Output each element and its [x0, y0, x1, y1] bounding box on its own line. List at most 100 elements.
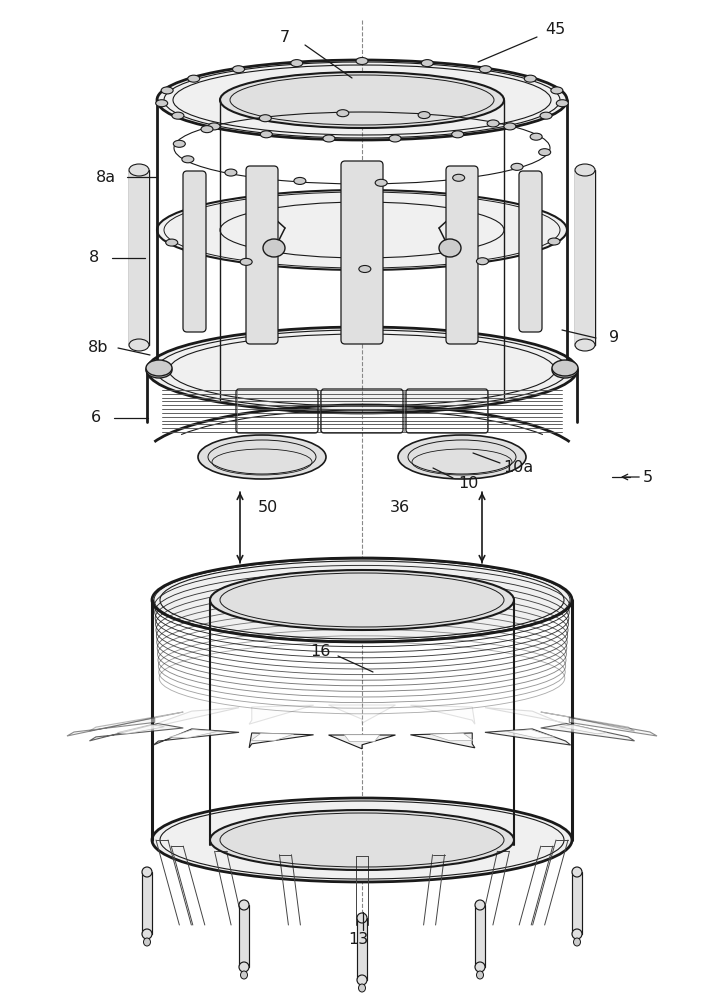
Ellipse shape [182, 156, 194, 163]
FancyBboxPatch shape [246, 166, 278, 344]
Ellipse shape [263, 239, 285, 257]
Ellipse shape [166, 239, 178, 246]
Polygon shape [559, 725, 606, 734]
Polygon shape [485, 708, 570, 727]
Ellipse shape [511, 163, 523, 170]
Text: 8b: 8b [88, 340, 108, 356]
Ellipse shape [552, 360, 578, 376]
Ellipse shape [357, 913, 367, 923]
Ellipse shape [475, 900, 485, 910]
Ellipse shape [146, 360, 172, 376]
Ellipse shape [147, 327, 577, 413]
Bar [572, 872, 582, 934]
Ellipse shape [129, 164, 149, 176]
Ellipse shape [210, 570, 514, 630]
Ellipse shape [356, 57, 368, 64]
Ellipse shape [172, 112, 184, 119]
Ellipse shape [524, 75, 536, 82]
FancyBboxPatch shape [446, 166, 478, 344]
Ellipse shape [453, 174, 464, 181]
Polygon shape [329, 705, 395, 723]
Polygon shape [410, 733, 475, 748]
Ellipse shape [575, 339, 595, 351]
FancyBboxPatch shape [519, 171, 542, 332]
Polygon shape [67, 718, 155, 736]
Ellipse shape [157, 60, 567, 140]
Ellipse shape [240, 258, 252, 265]
Ellipse shape [294, 177, 306, 184]
Ellipse shape [421, 60, 433, 67]
Ellipse shape [220, 72, 504, 128]
Polygon shape [154, 708, 239, 727]
Ellipse shape [152, 798, 572, 882]
Ellipse shape [187, 75, 200, 82]
Text: 10a: 10a [503, 460, 533, 476]
Ellipse shape [552, 362, 578, 378]
Text: 50: 50 [258, 500, 278, 516]
Polygon shape [249, 705, 314, 724]
Bar [357, 918, 367, 980]
Text: 45: 45 [545, 22, 565, 37]
Ellipse shape [551, 87, 563, 94]
Text: 5: 5 [643, 470, 653, 485]
Ellipse shape [162, 87, 173, 94]
Ellipse shape [375, 179, 387, 186]
Text: 7: 7 [280, 30, 290, 45]
Bar [239, 905, 249, 967]
Ellipse shape [479, 66, 492, 73]
Ellipse shape [142, 929, 152, 939]
Ellipse shape [398, 435, 526, 479]
Polygon shape [89, 724, 183, 741]
Text: 8a: 8a [96, 169, 116, 184]
Ellipse shape [210, 810, 514, 870]
Ellipse shape [389, 135, 401, 142]
Polygon shape [169, 730, 218, 738]
Polygon shape [118, 725, 164, 734]
Text: 36: 36 [390, 500, 410, 516]
Text: 6: 6 [91, 410, 101, 426]
Text: 10: 10 [458, 476, 478, 490]
Ellipse shape [451, 131, 464, 138]
Polygon shape [485, 729, 570, 745]
Ellipse shape [239, 900, 249, 910]
Ellipse shape [239, 962, 249, 972]
Ellipse shape [143, 938, 151, 946]
Polygon shape [329, 735, 395, 749]
Polygon shape [570, 718, 657, 736]
Polygon shape [344, 735, 380, 742]
Polygon shape [541, 724, 634, 741]
Ellipse shape [504, 123, 516, 130]
Ellipse shape [439, 239, 461, 257]
Ellipse shape [358, 984, 366, 992]
Ellipse shape [359, 265, 371, 272]
Ellipse shape [260, 115, 271, 122]
Ellipse shape [260, 131, 273, 138]
Bar [575, 170, 595, 345]
Ellipse shape [142, 867, 152, 877]
Bar [129, 170, 149, 345]
Text: 8: 8 [89, 250, 99, 265]
Ellipse shape [487, 120, 499, 127]
Ellipse shape [241, 971, 247, 979]
Polygon shape [154, 729, 239, 745]
Ellipse shape [530, 133, 542, 140]
Ellipse shape [157, 190, 567, 270]
Ellipse shape [291, 60, 303, 67]
FancyBboxPatch shape [341, 161, 383, 344]
FancyBboxPatch shape [183, 171, 206, 332]
Ellipse shape [477, 971, 484, 979]
Ellipse shape [323, 135, 335, 142]
Ellipse shape [233, 66, 244, 73]
Polygon shape [506, 730, 554, 738]
Ellipse shape [225, 169, 237, 176]
Polygon shape [410, 705, 475, 724]
Ellipse shape [156, 100, 168, 107]
Ellipse shape [208, 123, 220, 130]
Polygon shape [251, 733, 293, 741]
Polygon shape [430, 733, 473, 741]
Ellipse shape [557, 100, 568, 107]
Ellipse shape [357, 975, 367, 985]
Ellipse shape [173, 140, 185, 147]
Ellipse shape [573, 938, 580, 946]
Ellipse shape [337, 110, 349, 117]
